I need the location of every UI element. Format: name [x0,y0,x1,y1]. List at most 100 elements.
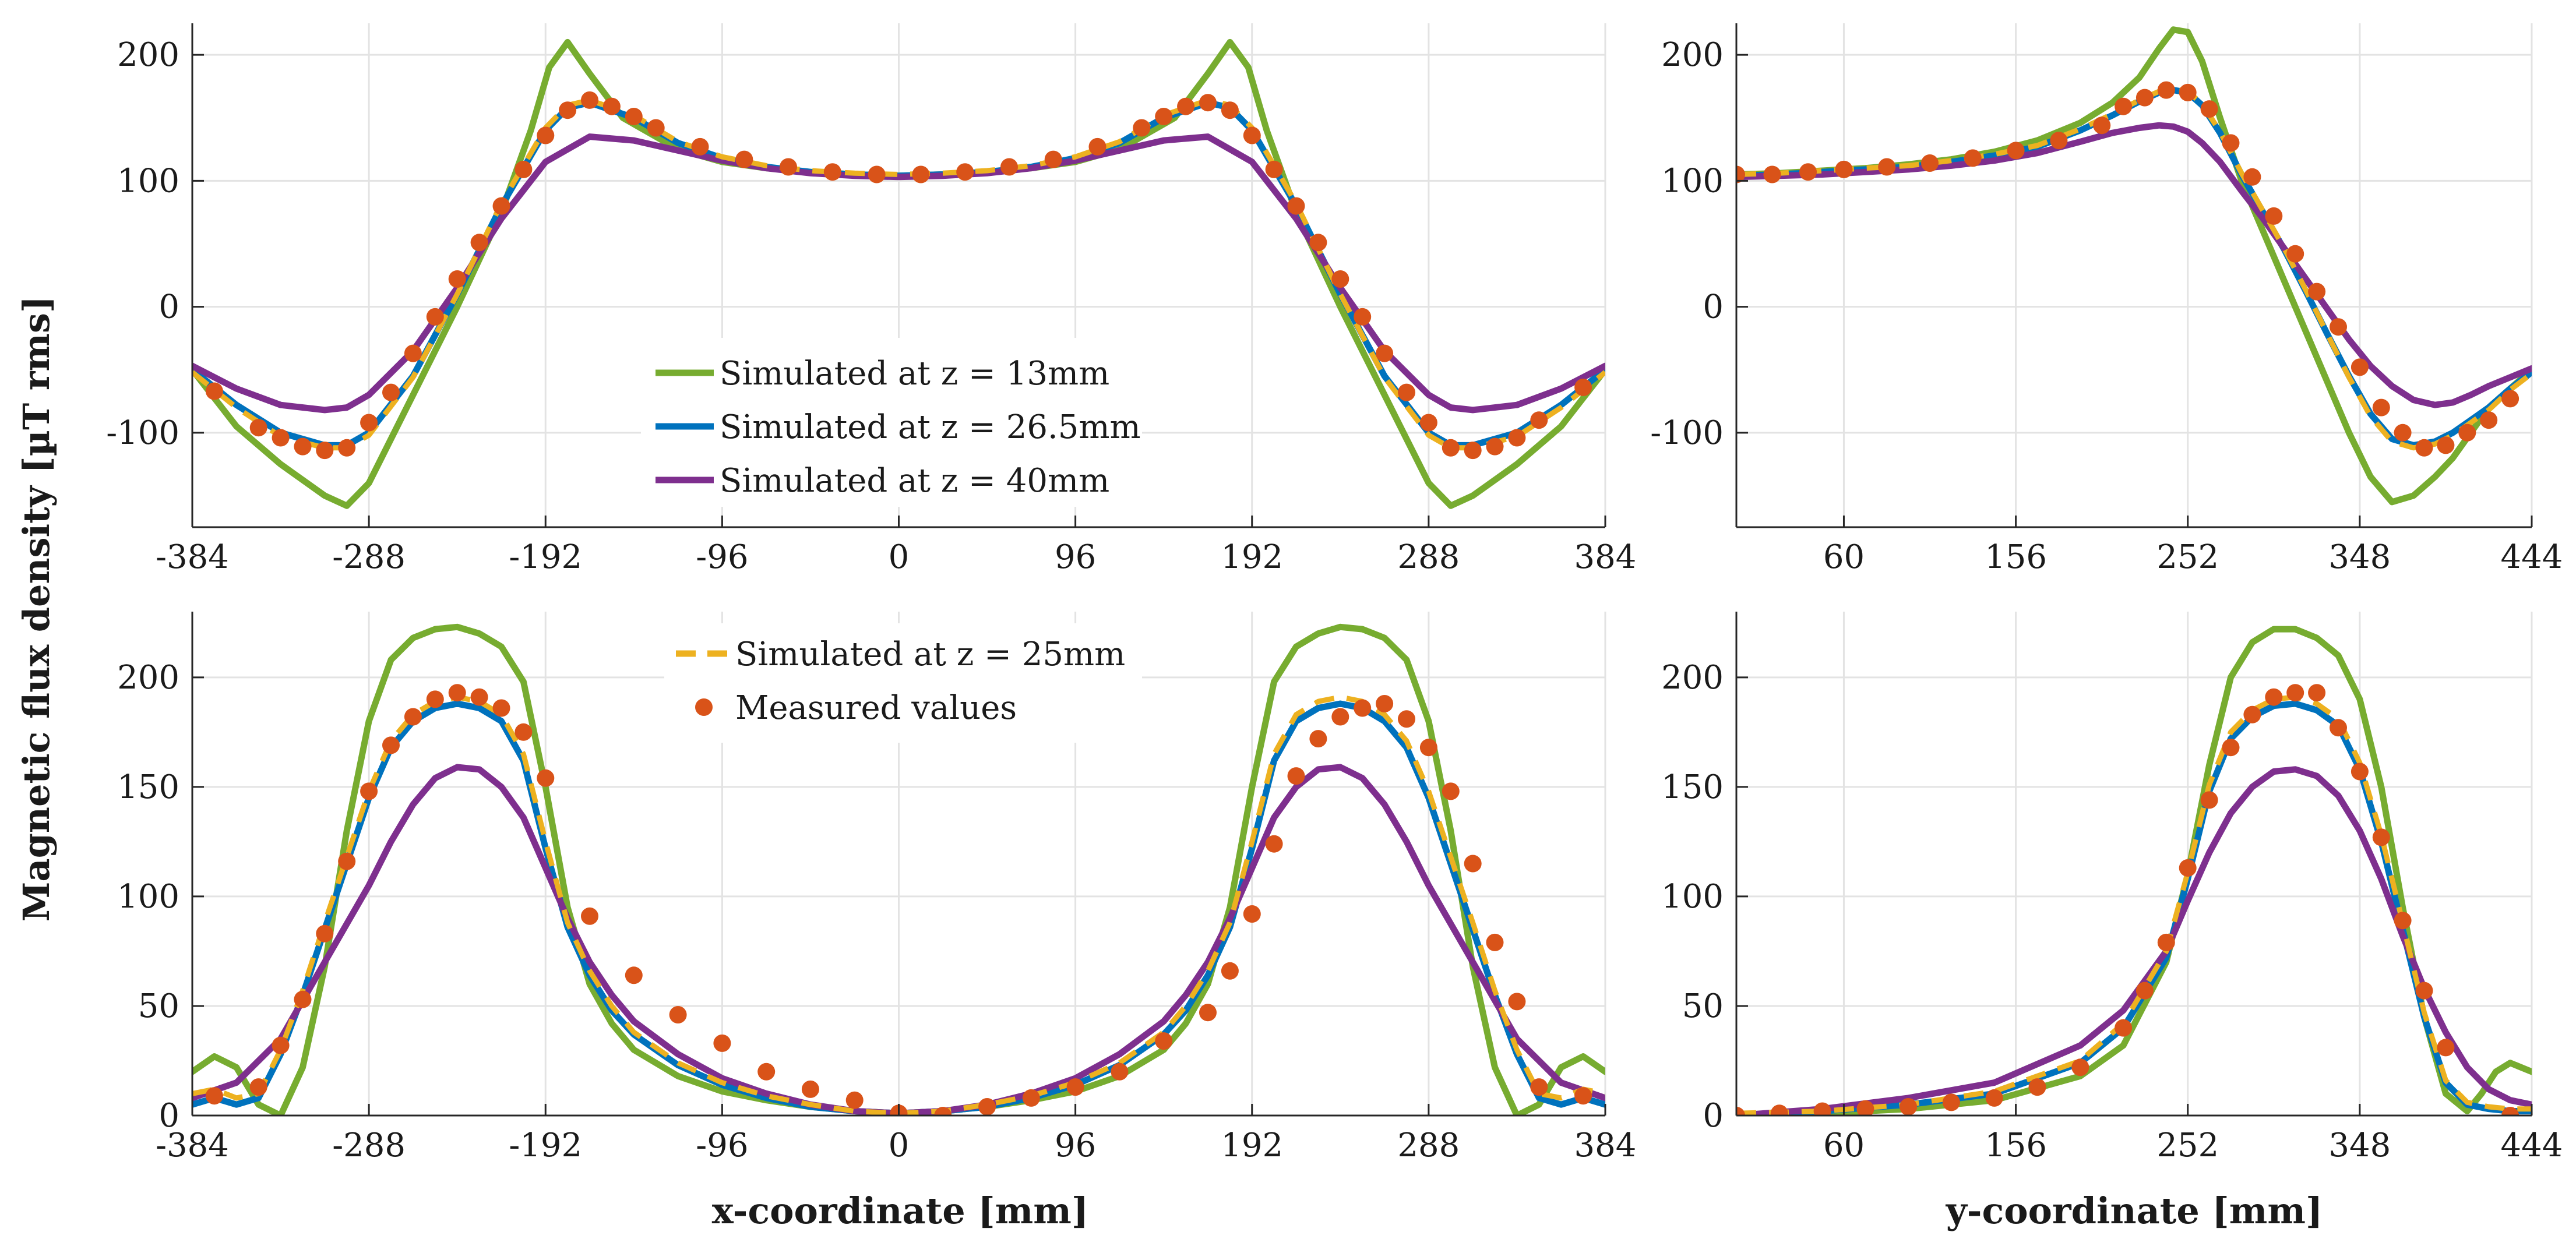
top-right-measured-point [2135,89,2154,107]
bottom-right-series-2-line [1736,766,2532,1116]
bottom-right-ytick-label: 100 [1661,878,1724,916]
top-left-xtick-label: 288 [1397,538,1460,576]
top-left-measured-point [1508,429,1526,447]
bottom-left-measured-point [1486,933,1504,951]
bottom-left-ytick-label: 0 [158,1097,179,1135]
bottom-left-measured-point [316,924,334,943]
top-right-xtick-label: 60 [1823,538,1865,576]
bottom-left-measured-point [581,907,598,925]
bottom-left-measured-point [1199,1004,1217,1022]
bottom-right-measured-point [2351,763,2369,781]
bottom-left-measured-point [1442,782,1460,800]
bottom-left-measured-point [1530,1078,1548,1096]
bottom-right-measured-point [1985,1089,2003,1107]
bottom-left-measured-point [934,1107,952,1116]
bottom-left-measured-point [801,1080,819,1098]
top-left-xtick-label: -192 [509,538,582,576]
top-left-measured-point [559,101,577,119]
bottom-right-measured-point [2286,684,2304,702]
top-left-measured-point [581,91,598,109]
top-left-measured-point [426,308,444,326]
top-right-xtick-label: 252 [2156,538,2219,576]
top-right-measured-point [1878,158,1896,176]
top-left-ytick-label: 200 [117,36,179,74]
bottom-right-measured-point [2437,1039,2455,1057]
top-left-measured-point [1419,414,1437,432]
top-right-ytick-label: 200 [1661,36,1724,74]
bottom-right-measured-point [1813,1102,1831,1116]
bottom-left-measured-point [757,1063,776,1081]
bottom-left-measured-point [1066,1078,1084,1096]
top-left-ytick-label: 0 [158,288,179,326]
bottom-left-measured-point [338,852,356,870]
top-left-measured-point [1331,270,1349,288]
top-left-measured-point [448,270,466,288]
top-left-measured-point [1354,308,1372,326]
bottom-right-measured-point [2115,1019,2133,1037]
bottom-right-measured-point [1942,1093,1960,1111]
bottom-left-measured-point [470,688,488,706]
top-left-measured-point [360,414,378,432]
top-left-measured-point [1155,108,1173,125]
top-right-measured-point [2437,436,2455,454]
top-left-measured-point [780,158,797,176]
top-left-measured-point [823,163,841,181]
bottom-left-measured-point [669,1006,687,1023]
top-left-measured-point [625,108,643,125]
top-right-measured-point [1763,165,1781,183]
top-left-measured-point [382,383,400,401]
legend-label-z26-5: Simulated at z = 26.5mm [720,408,1141,446]
bottom-left-measured-point [515,723,533,741]
bottom-right-measured-point [2157,933,2175,951]
top-left-measured-point [602,97,621,115]
top-right-measured-point [2222,134,2240,152]
top-right-measured-point [2115,97,2133,115]
bottom-left-xtick-label: 0 [889,1127,910,1164]
bottom-left-measured-point [713,1034,731,1052]
bottom-left-ytick-label: 50 [138,987,179,1025]
bottom-left-measured-point [448,684,466,702]
bottom-left-xtick-label: -384 [156,1127,229,1164]
top-left-measured-point [691,137,709,156]
top-right-measured-point [2501,390,2519,408]
bottom-left-measured-point [1508,993,1526,1011]
bottom-left-measured-point [1022,1089,1040,1107]
top-left-xtick-label: 384 [1574,538,1637,576]
legend-label-measured: Measured values [735,689,1017,727]
bottom-left-xtick-label: -192 [509,1127,582,1164]
top-right-xtick-label: 348 [2328,538,2391,576]
x-axis-title-right: y-coordinate [mm] [1946,1189,2323,1232]
bottom-left-measured-point [1331,708,1349,726]
top-left-measured-point [1177,97,1195,115]
bottom-right-measured-point [2200,791,2218,809]
bottom-left-measured-point [1309,730,1327,748]
bottom-left-measured-point [492,699,510,717]
top-left-measured-point [338,439,356,457]
top-left-measured-point [1309,234,1327,252]
top-right-measured-point [1964,149,1982,167]
top-left-measured-point [1088,137,1106,156]
bottom-left-measured-point [272,1036,290,1054]
bottom-left-xtick-label: 384 [1574,1127,1637,1164]
bottom-left-measured-point [382,736,400,754]
top-left-measured-point [1574,379,1592,396]
bottom-right-xtick-label: 60 [1823,1127,1865,1164]
legend-top: Simulated at z = 13mm Simulated at z = 2… [641,338,1142,507]
bottom-left-xtick-label: 288 [1397,1127,1460,1164]
bottom-left-measured-point [1243,905,1261,923]
top-left-measured-point [1044,150,1062,168]
top-left-measured-point [647,119,665,137]
bottom-right-measured-point [1900,1098,1918,1116]
top-right-measured-point [1799,163,1817,181]
bottom-left-measured-point [1419,739,1437,757]
top-left-series-3-line [192,97,1605,451]
top-left-measured-point [1376,344,1394,362]
top-left-xtick-label: -288 [332,538,406,576]
bottom-left-xtick-label: -288 [332,1127,406,1164]
top-right-measured-point [1835,160,1853,178]
top-right-series-3-line [1736,86,2532,451]
bottom-right-plot-area [1736,626,2532,1116]
bottom-right-ytick-label: 150 [1661,768,1724,806]
bottom-right-measured-point [2028,1078,2046,1096]
top-right-measured-point [2157,81,2175,99]
